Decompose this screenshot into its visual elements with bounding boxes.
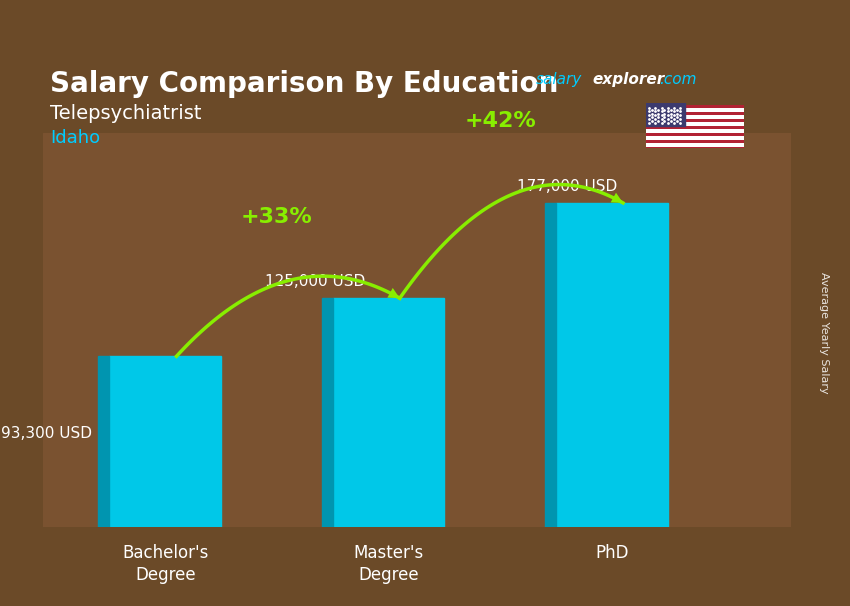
Text: Idaho: Idaho	[50, 129, 100, 147]
Text: .com: .com	[660, 72, 697, 87]
Bar	[646, 126, 744, 129]
Text: salary: salary	[536, 72, 582, 87]
Bar	[646, 115, 744, 119]
Bar	[646, 136, 744, 140]
Bar	[646, 143, 744, 147]
Bar	[646, 147, 744, 150]
Bar	[646, 140, 744, 143]
Bar	[646, 112, 744, 115]
Bar	[556, 203, 668, 527]
Text: 177,000 USD: 177,000 USD	[517, 179, 617, 194]
Bar	[332, 298, 445, 527]
Bar	[99, 356, 110, 527]
Text: Telepsychiatrist: Telepsychiatrist	[50, 104, 201, 123]
Text: +33%: +33%	[241, 207, 313, 227]
Bar	[545, 203, 556, 527]
Bar	[646, 119, 744, 122]
Text: Average Yearly Salary: Average Yearly Salary	[819, 273, 829, 394]
Text: +42%: +42%	[464, 112, 536, 132]
Bar	[110, 356, 221, 527]
Text: 93,300 USD: 93,300 USD	[1, 425, 92, 441]
Bar	[646, 122, 744, 126]
Text: Salary Comparison By Education: Salary Comparison By Education	[50, 70, 558, 98]
Bar	[646, 108, 744, 112]
Text: explorer: explorer	[592, 72, 665, 87]
Bar	[321, 298, 332, 527]
Bar	[646, 133, 744, 136]
Bar	[646, 105, 744, 108]
Bar	[646, 129, 744, 133]
Text: 125,000 USD: 125,000 USD	[265, 274, 365, 289]
